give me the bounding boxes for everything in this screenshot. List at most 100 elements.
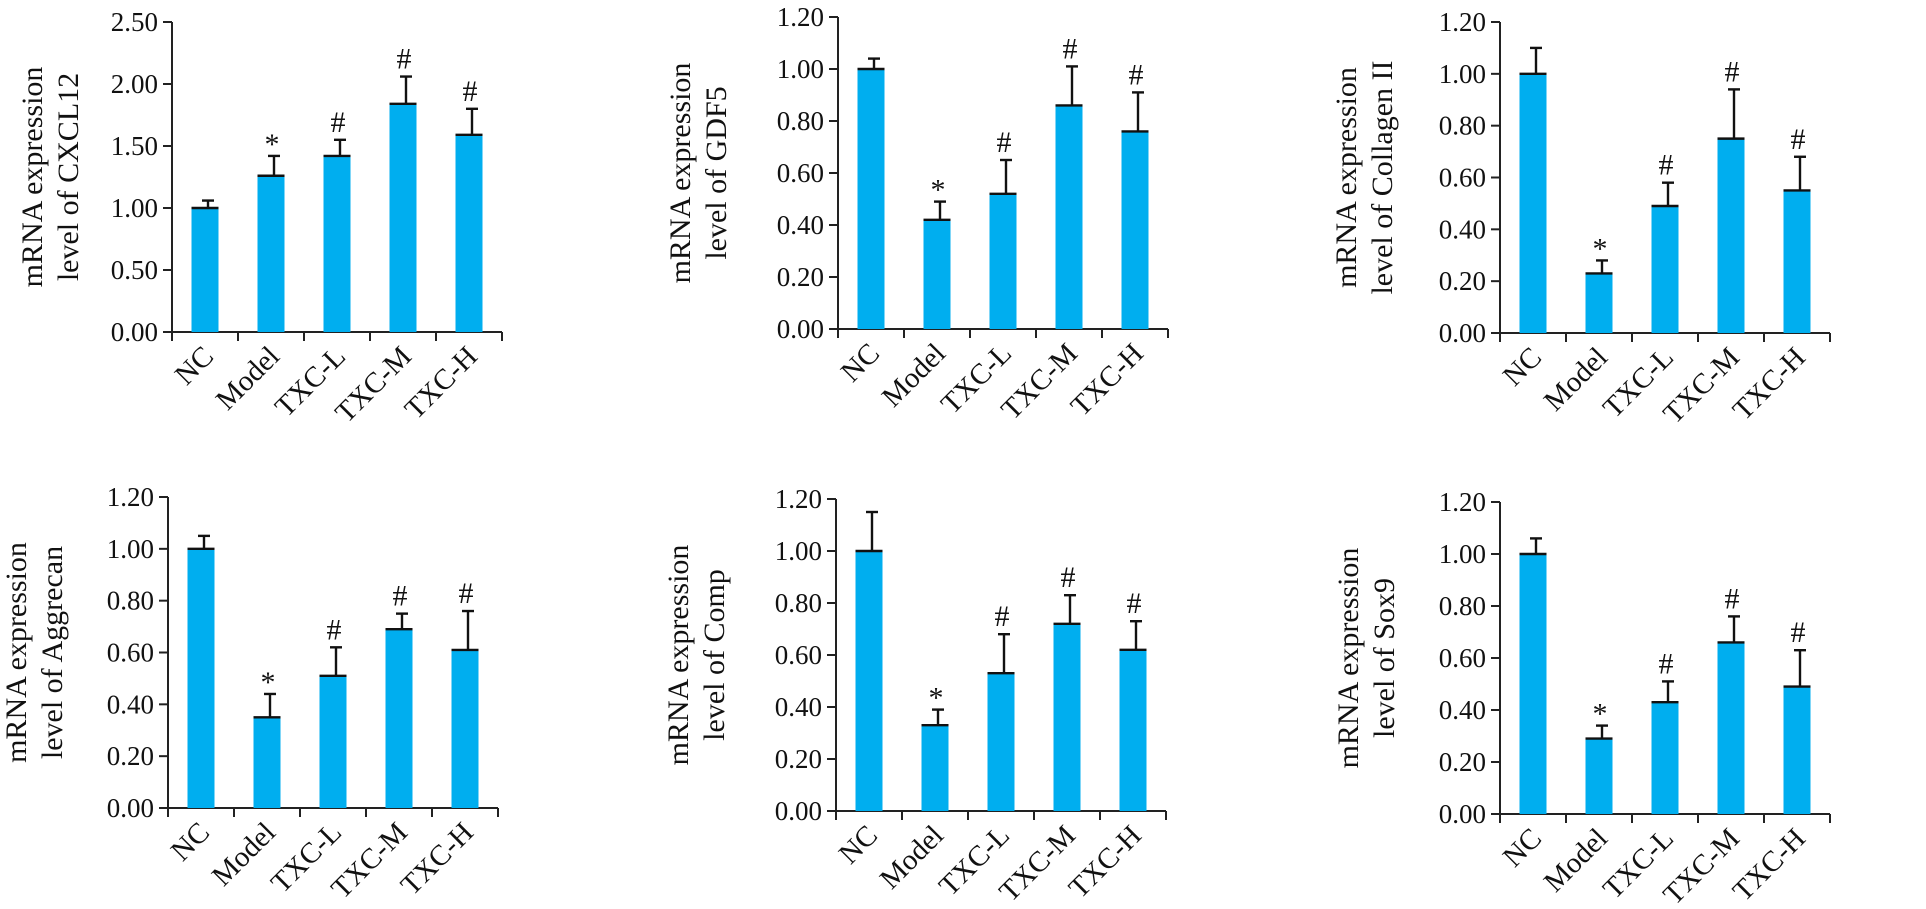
bar-nc — [187, 548, 215, 808]
significance-hash: # — [1063, 32, 1078, 65]
chart-panel-5: 0.000.200.400.600.801.001.20NC*Model#TXC… — [662, 484, 1167, 908]
error-bar — [987, 633, 1015, 675]
y-tick-label: 0.40 — [777, 210, 824, 240]
bar-txc-m — [389, 103, 417, 332]
y-axis-label: level of Aggrecan — [36, 546, 69, 759]
error-bar — [319, 646, 347, 678]
error-bar — [857, 57, 885, 71]
chart-panel-1: 0.000.501.001.502.002.50NC*Model#TXC-L#T… — [16, 7, 503, 429]
bar-txc-l — [323, 155, 351, 332]
bar-nc — [191, 208, 219, 332]
significance-hash: # — [331, 106, 346, 139]
category-label: TXC-H — [395, 816, 480, 901]
y-tick-label: 1.20 — [107, 482, 154, 512]
y-tick-label: 0.00 — [777, 314, 824, 344]
error-bar — [1585, 259, 1613, 275]
bar-nc — [855, 551, 883, 811]
category-label: NC — [165, 816, 216, 867]
error-bar — [1651, 181, 1679, 208]
y-tick-label: 0.40 — [107, 689, 154, 719]
error-bar — [253, 692, 281, 719]
y-tick-label: 1.00 — [107, 534, 154, 564]
significance-hash: # — [995, 600, 1010, 633]
significance-asterisk: * — [1593, 698, 1608, 731]
y-axis-label: level of Sox9 — [1368, 578, 1401, 738]
y-tick-label: 1.50 — [111, 131, 158, 161]
y-axis-label: mRNA expression — [662, 545, 695, 766]
significance-hash: # — [997, 126, 1012, 159]
category-label: NC — [835, 337, 886, 388]
y-tick-label: 0.60 — [775, 640, 822, 670]
y-tick-label: 0.80 — [777, 106, 824, 136]
bar-txc-h — [451, 649, 479, 808]
error-bar — [1717, 88, 1745, 140]
y-axis-label: level of Comp — [698, 569, 731, 741]
y-tick-label: 0.60 — [1439, 163, 1486, 193]
y-tick-label: 1.00 — [1439, 59, 1486, 89]
y-tick-label: 1.20 — [777, 2, 824, 32]
y-axis-label: mRNA expression — [1332, 548, 1365, 769]
significance-hash: # — [1659, 149, 1674, 182]
error-bar — [1651, 680, 1679, 704]
bar-txc-m — [385, 629, 413, 808]
significance-hash: # — [1127, 587, 1142, 620]
bar-nc — [857, 69, 885, 329]
y-tick-label: 1.00 — [777, 54, 824, 84]
chart-panel-4: 0.000.200.400.600.801.001.20NC*Model#TXC… — [0, 482, 499, 905]
y-tick-label: 0.80 — [1439, 111, 1486, 141]
y-tick-label: 1.20 — [1439, 7, 1486, 37]
bar-txc-l — [319, 675, 347, 808]
chart-panel-2: 0.000.200.400.600.801.001.20NC*Model#TXC… — [664, 2, 1169, 426]
error-bar — [855, 510, 883, 553]
bar-model — [253, 717, 281, 808]
y-tick-label: 0.00 — [1439, 799, 1486, 829]
bar-model — [1585, 273, 1613, 333]
significance-hash: # — [1659, 647, 1674, 680]
error-bar — [1053, 594, 1081, 625]
y-tick-label: 0.20 — [107, 741, 154, 771]
y-tick-label: 0.40 — [1439, 214, 1486, 244]
y-tick-label: 0.60 — [777, 158, 824, 188]
y-axis-label: level of Collagen II — [1366, 60, 1399, 294]
y-tick-label: 1.00 — [1439, 539, 1486, 569]
error-bar — [1717, 615, 1745, 644]
significance-asterisk: * — [931, 174, 946, 207]
y-tick-label: 0.80 — [1439, 591, 1486, 621]
bar-model — [921, 725, 949, 811]
y-tick-label: 0.40 — [775, 692, 822, 722]
error-bar — [389, 75, 417, 106]
error-bar — [989, 158, 1017, 196]
y-tick-label: 1.20 — [1439, 487, 1486, 517]
error-bar — [1783, 155, 1811, 192]
y-tick-label: 0.80 — [107, 586, 154, 616]
chart-panel-6: 0.000.200.400.600.801.001.20NC*Model#TXC… — [1332, 487, 1831, 909]
y-tick-label: 0.50 — [111, 255, 158, 285]
y-axis-label: mRNA expression — [1330, 67, 1363, 288]
bar-txc-l — [1651, 702, 1679, 814]
error-bar — [187, 534, 215, 551]
significance-hash: # — [1725, 55, 1740, 88]
bar-txc-l — [1651, 206, 1679, 333]
bar-nc — [1519, 73, 1547, 333]
bar-txc-h — [1121, 131, 1149, 329]
significance-hash: # — [1791, 123, 1806, 156]
bar-txc-h — [1783, 190, 1811, 333]
bar-txc-h — [1119, 649, 1147, 811]
chart-panel-3: 0.000.200.400.600.801.001.20NC*Model#TXC… — [1330, 7, 1831, 430]
y-tick-label: 0.20 — [1439, 747, 1486, 777]
category-label: TXC-H — [1727, 822, 1812, 907]
category-label: TXC-M — [1657, 822, 1746, 909]
category-label: TXC-H — [1065, 337, 1150, 422]
y-tick-label: 0.60 — [1439, 643, 1486, 673]
bar-model — [1585, 738, 1613, 814]
error-bar — [451, 609, 479, 652]
category-label: NC — [833, 819, 884, 870]
significance-hash: # — [327, 613, 342, 646]
y-tick-label: 1.00 — [775, 536, 822, 566]
error-bar — [385, 612, 413, 631]
bar-model — [257, 175, 285, 332]
significance-hash: # — [397, 43, 412, 76]
bar-txc-m — [1717, 138, 1745, 333]
y-tick-label: 1.00 — [111, 193, 158, 223]
